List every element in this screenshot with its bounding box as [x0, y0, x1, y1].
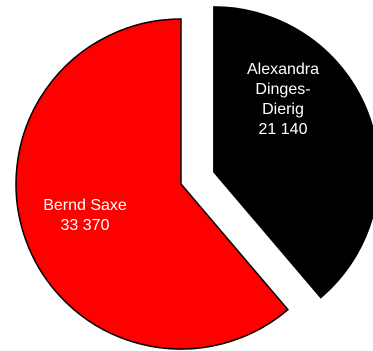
slice-value: 21 140	[259, 121, 308, 138]
pie-slices	[15, 6, 373, 350]
slice-name-line: Bernd Saxe	[43, 197, 127, 214]
slice-label-1: Bernd Saxe 33 370	[43, 197, 127, 234]
pie-slice-1	[15, 18, 289, 350]
pie-slice-0	[213, 6, 373, 299]
slice-name-line: Alexandra	[247, 61, 319, 78]
pie-labels: Alexandra Dinges- Dierig 21 140 Bernd Saxe 33…	[43, 61, 319, 234]
slice-name-line: Dierig	[262, 101, 304, 118]
slice-value: 33 370	[61, 217, 110, 234]
slice-name-line: Dinges-	[255, 81, 310, 98]
slice-label-0: Alexandra Dinges- Dierig 21 140	[247, 61, 319, 138]
